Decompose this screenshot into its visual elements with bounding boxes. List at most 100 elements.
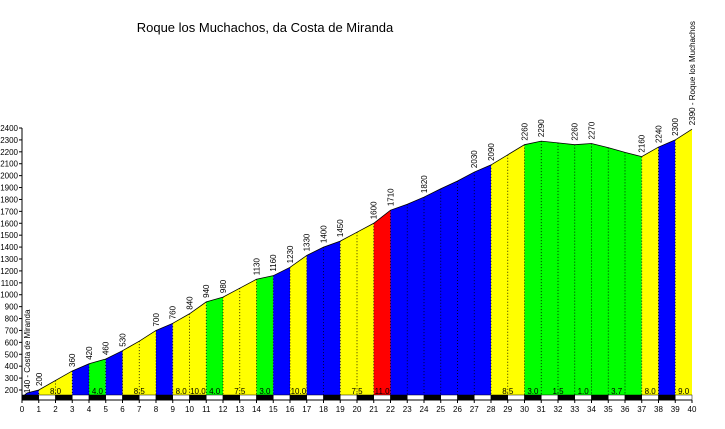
profile-segment [172,313,190,400]
profile-segment [641,147,659,400]
x-tick-label: 38 [654,405,663,414]
x-tick-label: 21 [369,405,378,414]
x-tick-label: 31 [537,405,546,414]
gradient-label: 1.5 [552,387,564,396]
profile-segment [290,255,307,400]
x-tick-label: 27 [470,405,479,414]
altitude-label: 2270 [588,121,597,139]
km-strip [591,394,609,401]
gradient-label: 1.0 [578,387,590,396]
altitude-label: 2160 [638,134,647,152]
x-tick-label: 37 [637,405,646,414]
gradient-label: 8.0 [50,387,62,396]
altitude-label: 2300 [671,118,680,136]
chart-title: Roque los Muchachos, da Costa de Miranda [136,20,394,35]
altitude-label: 1710 [387,188,396,206]
altitude-label: 460 [102,341,111,355]
km-strip [440,394,458,401]
y-tick-label: 1600 [0,219,18,228]
y-tick-label: 2200 [0,148,18,157]
y-tick-label: 1100 [1,279,19,288]
x-tick-label: 0 [20,405,25,414]
start-label: 140 - Costa de Miranda [23,309,32,393]
profile-segment [273,267,290,400]
y-tick-label: 900 [5,303,19,312]
y-tick-label: 1700 [0,207,18,216]
x-tick-label: 23 [403,405,412,414]
end-label: 2390 - Roque los Muchachos [688,21,697,125]
altitude-label: 980 [219,279,228,293]
x-tick-label: 33 [570,405,579,414]
profile-segment [524,141,642,400]
km-strip [423,394,441,401]
y-tick-label: 400 [5,362,19,371]
altitude-label: 2260 [521,122,530,140]
profile-segment [156,323,173,400]
profile-segment [675,129,692,400]
x-tick-label: 12 [219,405,228,414]
gradient-label: 8.5 [502,387,514,396]
profile-segment [256,275,274,400]
gradient-label: 3.0 [259,387,271,396]
gradient-label: 8.0 [176,387,188,396]
altitude-label: 1160 [269,254,278,272]
y-tick-label: 2000 [0,172,18,181]
x-tick-label: 30 [520,405,529,414]
profile-segment [38,370,73,400]
x-tick-label: 7 [137,405,142,414]
profile-segment [340,223,374,400]
gradient-label: 10.0 [291,387,307,396]
x-tick-label: 40 [688,405,697,414]
profile-segment [105,350,123,400]
x-tick-label: 29 [503,405,512,414]
y-tick-label: 1900 [0,184,18,193]
x-tick-label: 11 [202,405,211,414]
x-tick-label: 8 [154,405,159,414]
km-strip [390,394,408,401]
y-tick-label: 2300 [0,136,18,145]
x-tick-label: 9 [171,405,176,414]
y-tick-label: 1500 [0,231,18,240]
altitude-label: 1600 [370,201,379,219]
km-strip [105,394,123,401]
x-tick-label: 18 [319,405,328,414]
km-strip [155,394,173,401]
km-strip [21,394,39,401]
x-tick-label: 22 [386,405,395,414]
km-strip [273,394,291,401]
x-tick-label: 15 [269,405,278,414]
km-strip [457,394,475,401]
x-tick-label: 16 [286,405,295,414]
profile-segment [658,139,676,400]
x-tick-label: 34 [587,405,596,414]
x-tick-label: 14 [252,405,261,414]
x-tick-label: 5 [104,405,109,414]
y-tick-label: 300 [5,374,19,383]
x-tick-label: 36 [621,405,630,414]
altitude-label: 760 [169,305,178,319]
gradient-label: 7.5 [234,387,246,396]
altitude-label: 2030 [470,150,479,168]
y-tick-label: 2100 [0,160,18,169]
x-tick-label: 20 [353,405,362,414]
x-tick-label: 32 [554,405,563,414]
y-tick-label: 2400 [0,124,18,133]
altitude-label: 200 [35,372,44,386]
gradient-label: 10.0 [190,387,206,396]
gradient-label: 8.0 [645,387,657,396]
profile-segment [373,210,391,400]
y-tick-label: 800 [5,315,19,324]
profile-segment [72,363,89,400]
y-tick-label: 600 [5,338,19,347]
gradient-label: 4.0 [92,387,104,396]
gradient-label: 7.5 [351,387,363,396]
altitude-label: 2260 [571,122,580,140]
altitude-label: 1450 [336,219,345,237]
x-tick-label: 28 [487,405,496,414]
km-strip [323,394,341,401]
y-tick-label: 1300 [0,255,18,264]
km-strip [624,394,642,401]
km-strip [72,394,90,401]
altitude-label: 1820 [420,175,429,193]
